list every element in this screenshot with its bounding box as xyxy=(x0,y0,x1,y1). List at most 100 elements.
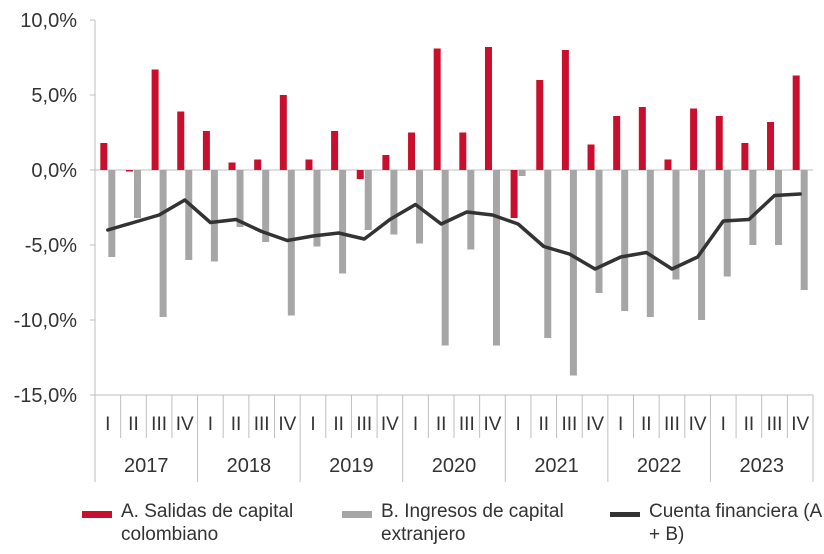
bar-ingresos xyxy=(210,170,218,262)
quarter-label: III xyxy=(767,414,783,435)
y-tick-label: 5,0% xyxy=(31,85,77,107)
legend-item-ingresos[interactable]: B. Ingresos de capital extranjero xyxy=(342,500,581,546)
year-label: 2019 xyxy=(329,455,374,477)
legend-swatch-salidas xyxy=(82,511,112,518)
bar-ingresos xyxy=(313,170,321,247)
bar-salidas xyxy=(741,143,749,170)
quarter-label: III xyxy=(561,414,577,435)
bar-ingresos xyxy=(569,170,577,376)
quarter-label: I xyxy=(208,414,213,435)
bar-salidas xyxy=(459,132,467,170)
bar-ingresos xyxy=(185,170,193,260)
bar-salidas xyxy=(433,48,441,170)
quarter-label: I xyxy=(515,414,520,435)
bar-ingresos xyxy=(595,170,603,293)
quarter-label: II xyxy=(744,414,755,435)
legend-swatch-cuenta xyxy=(610,512,640,517)
y-tick-label: -15,0% xyxy=(14,385,78,407)
bar-ingresos xyxy=(390,170,398,235)
bar-ingresos xyxy=(723,170,731,277)
legend-label-ingresos: B. Ingresos de capital extranjero xyxy=(381,501,564,545)
quarter-label: III xyxy=(254,414,270,435)
quarter-label: III xyxy=(151,414,167,435)
y-tick-label: 10,0% xyxy=(20,10,77,32)
bar-salidas xyxy=(228,162,236,170)
bar-salidas xyxy=(536,80,544,170)
quarter-label: I xyxy=(413,414,418,435)
quarter-label: III xyxy=(459,414,475,435)
year-label: 2020 xyxy=(432,455,477,477)
quarter-label: I xyxy=(310,414,315,435)
quarter-label: II xyxy=(436,414,447,435)
bar-salidas xyxy=(254,159,262,170)
bar-ingresos xyxy=(775,170,783,245)
bar-ingresos xyxy=(159,170,167,317)
bar-salidas xyxy=(767,122,775,170)
bar-salidas xyxy=(177,111,185,170)
bar-salidas xyxy=(331,131,339,170)
bar-salidas xyxy=(125,170,133,172)
legend-item-cuenta[interactable]: Cuenta financiera (A + B) xyxy=(610,500,824,546)
bar-ingresos xyxy=(364,170,372,230)
bar-ingresos xyxy=(544,170,552,338)
bar-ingresos xyxy=(262,170,270,242)
bar-ingresos xyxy=(108,170,116,257)
bar-ingresos xyxy=(467,170,475,250)
bar-salidas xyxy=(613,116,621,170)
quarter-label: II xyxy=(128,414,139,435)
y-tick-label: -5,0% xyxy=(25,235,77,257)
bar-salidas xyxy=(382,155,390,170)
y-tick-label: 0,0% xyxy=(31,160,77,182)
quarter-label: IV xyxy=(689,414,707,435)
bar-salidas xyxy=(715,116,723,170)
bar-salidas xyxy=(305,159,313,170)
quarter-label: I xyxy=(105,414,110,435)
quarter-label: III xyxy=(356,414,372,435)
bar-salidas xyxy=(664,159,672,170)
quarter-label: I xyxy=(721,414,726,435)
bar-ingresos xyxy=(492,170,500,346)
bar-salidas xyxy=(587,144,595,170)
bar-ingresos xyxy=(518,170,526,176)
quarter-label: IV xyxy=(586,414,604,435)
bar-ingresos xyxy=(672,170,680,280)
bar-salidas xyxy=(279,95,287,170)
bars xyxy=(100,47,808,376)
bar-salidas xyxy=(510,170,518,218)
y-tick-label: -10,0% xyxy=(14,310,78,332)
quarter-label: II xyxy=(231,414,242,435)
legend-label-cuenta: Cuenta financiera (A + B) xyxy=(649,501,822,545)
y-axis: 10,0% 5,0% 0,0% -5,0% -10,0% -15,0% xyxy=(14,10,96,407)
bar-ingresos xyxy=(646,170,654,317)
bar-ingresos xyxy=(236,170,244,227)
quarter-label: IV xyxy=(278,414,296,435)
bar-salidas xyxy=(792,75,800,170)
quarter-label: IV xyxy=(381,414,399,435)
bar-ingresos xyxy=(133,170,141,218)
year-label: 2021 xyxy=(534,455,579,477)
legend-item-salidas[interactable]: A. Salidas de capital colombiano xyxy=(82,500,321,546)
year-label: 2018 xyxy=(227,455,272,477)
bar-ingresos xyxy=(339,170,347,274)
line-cuenta-financiera xyxy=(106,192,802,271)
quarter-label: II xyxy=(333,414,344,435)
quarter-label: III xyxy=(664,414,680,435)
bar-salidas xyxy=(356,170,364,179)
line-series xyxy=(106,192,802,271)
quarter-label: IV xyxy=(176,414,194,435)
year-label: 2017 xyxy=(124,455,169,477)
quarter-label: II xyxy=(641,414,652,435)
bar-salidas xyxy=(561,50,569,170)
bar-ingresos xyxy=(698,170,706,320)
quarter-label: IV xyxy=(483,414,501,435)
quarter-label: I xyxy=(618,414,623,435)
bar-ingresos xyxy=(621,170,629,311)
bar-ingresos xyxy=(441,170,449,346)
bar-salidas xyxy=(408,132,416,170)
bar-salidas xyxy=(100,143,108,170)
quarter-label: II xyxy=(538,414,549,435)
bar-salidas xyxy=(690,108,698,170)
bar-ingresos xyxy=(749,170,757,245)
